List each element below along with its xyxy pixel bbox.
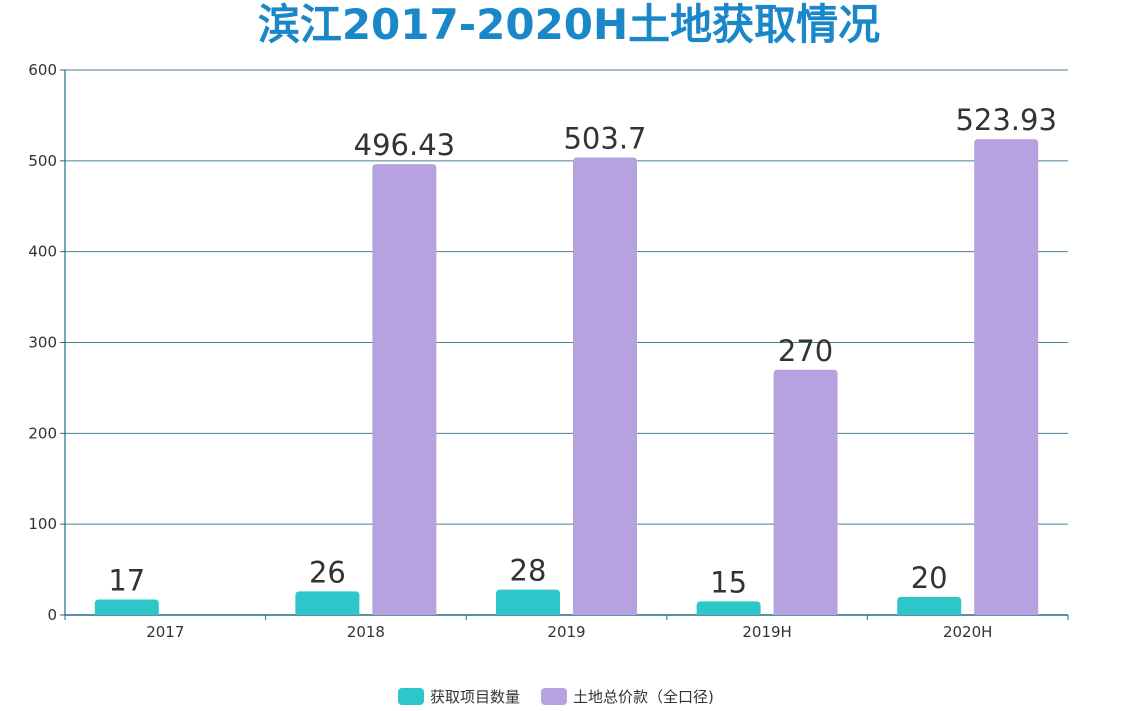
data-label: 20	[911, 561, 948, 595]
bar-land-price-2019H[interactable]	[773, 369, 838, 615]
data-labels: 17 26 496.43 28 503.7 15 270 20 523.93	[108, 103, 1057, 599]
legend-swatch	[541, 688, 567, 705]
y-tick-label: 100	[28, 515, 57, 533]
data-label: 496.43	[354, 128, 455, 162]
legend-item-land-price[interactable]: 土地总价款（全口径)	[541, 688, 714, 706]
y-tick-label: 0	[47, 606, 57, 624]
y-tick-label: 200	[28, 424, 57, 442]
gridlines	[65, 69, 1068, 525]
bar-project-count-2018[interactable]	[295, 591, 360, 615]
bar-project-count-2019[interactable]	[496, 589, 560, 615]
data-label: 28	[510, 554, 547, 588]
data-label: 270	[778, 334, 833, 368]
y-tick-label: 600	[28, 61, 57, 79]
x-tick-label: 2019	[547, 623, 585, 641]
x-tick-label: 2017	[146, 623, 184, 641]
bar-land-price-2020H[interactable]	[974, 139, 1039, 615]
bar-land-price-2019[interactable]	[573, 157, 637, 615]
legend-item-project-count[interactable]: 获取项目数量	[398, 688, 520, 706]
y-tick-label: 300	[28, 334, 57, 352]
chart-title: 滨江2017-2020H土地获取情况	[257, 0, 881, 49]
legend[interactable]: 获取项目数量 土地总价款（全口径)	[398, 688, 714, 706]
legend-label: 获取项目数量	[430, 688, 520, 706]
data-label: 523.93	[955, 103, 1056, 137]
x-tick-label: 2020H	[943, 623, 992, 641]
bars	[94, 139, 1039, 615]
bar-project-count-2019H[interactable]	[696, 601, 761, 615]
data-label: 17	[108, 564, 145, 598]
data-label: 15	[710, 565, 747, 599]
bar-land-price-2018[interactable]	[372, 164, 437, 615]
x-tick-label: 2018	[347, 623, 385, 641]
legend-swatch	[398, 688, 424, 705]
bar-project-count-2020H[interactable]	[897, 596, 962, 615]
y-tick-label: 500	[28, 152, 57, 170]
y-tick-label: 400	[28, 243, 57, 261]
legend-label: 土地总价款（全口径)	[573, 688, 714, 706]
x-tick-label: 2019H	[742, 623, 791, 641]
data-label: 503.7	[563, 121, 646, 155]
bar-project-count-2017[interactable]	[94, 599, 159, 615]
data-label: 26	[309, 555, 346, 589]
